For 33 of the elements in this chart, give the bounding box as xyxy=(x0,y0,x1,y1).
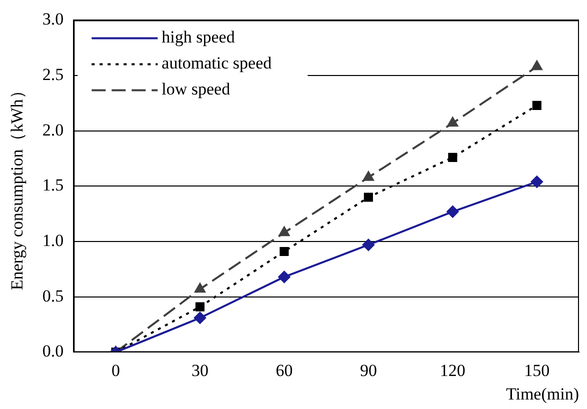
x-tick-label: 150 xyxy=(524,360,550,380)
y-tick-label: 0.5 xyxy=(42,286,64,306)
legend-label: low speed xyxy=(162,80,231,99)
point xyxy=(532,60,542,70)
point xyxy=(532,100,542,110)
y-axis-title: Energy consumption（kWh） xyxy=(8,82,27,290)
point xyxy=(194,312,206,324)
y-tick-label: 2.5 xyxy=(42,65,64,84)
x-tick-label: 120 xyxy=(440,360,466,380)
point xyxy=(446,206,459,218)
point xyxy=(362,238,374,251)
y-tick-label: 1.5 xyxy=(42,176,64,195)
point xyxy=(448,152,458,162)
y-tick-label: 1.0 xyxy=(42,231,64,250)
point xyxy=(280,246,289,256)
point xyxy=(530,176,543,188)
point xyxy=(363,171,374,181)
point xyxy=(447,117,458,127)
point xyxy=(195,302,205,312)
point xyxy=(364,192,373,202)
point xyxy=(278,270,290,283)
point xyxy=(194,283,206,293)
legend-label: high speed xyxy=(162,28,236,47)
x-tick-label: 0 xyxy=(112,360,120,380)
legend-label: automatic speed xyxy=(162,54,272,73)
x-axis-title: Time(min) xyxy=(506,384,579,404)
y-tick-label: 0.0 xyxy=(42,342,64,361)
x-tick-label: 60 xyxy=(276,360,293,380)
y-tick-label: 3.0 xyxy=(42,10,64,29)
x-tick-label: 90 xyxy=(360,360,377,380)
x-tick-label: 30 xyxy=(191,360,208,380)
point xyxy=(278,226,290,236)
y-tick-label: 2.0 xyxy=(42,120,64,140)
